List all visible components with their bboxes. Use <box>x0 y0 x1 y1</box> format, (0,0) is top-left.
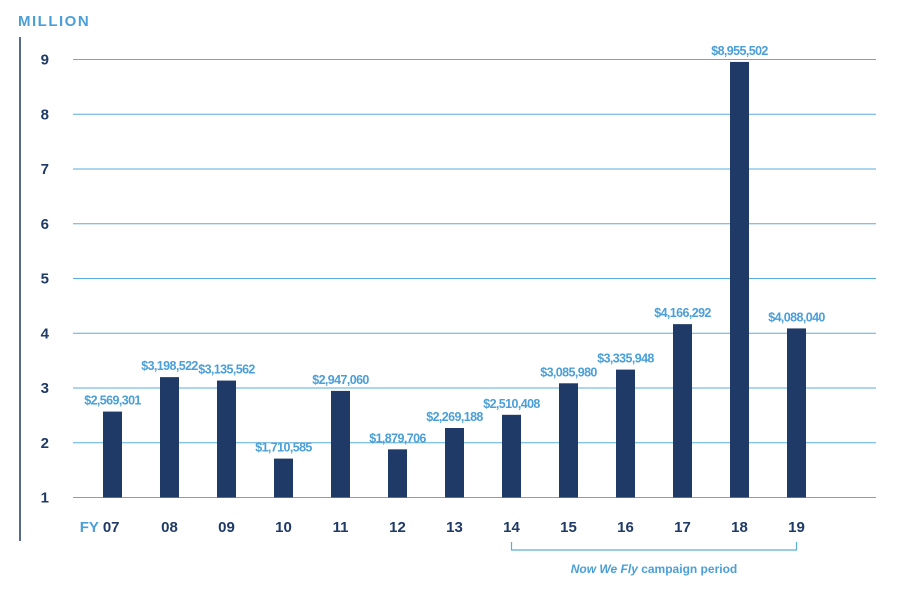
y-tick-label-6: 6 <box>41 216 49 233</box>
data-label-fy11: $2,947,060 <box>312 373 369 387</box>
bar-fy11 <box>331 390 350 498</box>
data-label-fy18: $8,955,502 <box>711 44 768 58</box>
bar-fy12 <box>388 449 407 498</box>
x-tick-label-09: 09 <box>218 519 235 536</box>
data-label-fy07: $2,569,301 <box>84 394 141 408</box>
y-tick-labels: 1 2 3 4 5 6 7 8 9 <box>41 52 50 507</box>
bar-fy08 <box>160 377 179 498</box>
x-tick-label-13: 13 <box>446 519 463 536</box>
bar-fy16 <box>616 369 635 498</box>
data-label-fy17: $4,166,292 <box>654 306 711 320</box>
x-tick-label-07: FY 07 <box>80 519 120 536</box>
campaign-bracket <box>510 542 798 551</box>
bar-fy09 <box>217 380 236 498</box>
y-tick-label-8: 8 <box>41 106 49 123</box>
x-tick-label-17: 17 <box>674 519 691 536</box>
x-tick-label-10: 10 <box>275 519 292 536</box>
x-tick-label-08: 08 <box>161 519 178 536</box>
data-label-fy16: $3,335,948 <box>597 352 654 366</box>
x-tick-label-16: 16 <box>617 519 634 536</box>
campaign-annotation: Now We Fly campaign period <box>510 542 798 576</box>
y-tick-label-5: 5 <box>41 271 49 288</box>
data-label-fy19: $4,088,040 <box>768 310 825 324</box>
bar-fy15 <box>559 383 578 498</box>
bar-fy14 <box>502 414 521 498</box>
campaign-label: Now We Fly campaign period <box>571 562 737 576</box>
data-label-fy13: $2,269,188 <box>426 410 483 424</box>
bar-fy13 <box>445 428 464 498</box>
bar-fy07 <box>103 411 122 498</box>
y-tick-label-3: 3 <box>41 380 49 397</box>
y-unit-label: MILLION <box>18 13 90 30</box>
data-label-fy14: $2,510,408 <box>483 397 540 411</box>
x-tick-label-14: 14 <box>503 519 520 536</box>
y-tick-label-4: 4 <box>41 325 50 342</box>
data-label-fy10: $1,710,585 <box>255 441 312 455</box>
bar-fy10 <box>274 458 293 498</box>
y-tick-label-2: 2 <box>41 435 49 452</box>
y-tick-label-9: 9 <box>41 52 49 69</box>
bar-fy19 <box>787 328 806 498</box>
data-label-fy08: $3,198,522 <box>141 359 198 373</box>
bar-fy18 <box>730 61 749 498</box>
x-tick-label-18: 18 <box>731 519 748 536</box>
bar-fy17 <box>673 324 692 498</box>
data-labels: $2,569,301 $3,198,522 $3,135,562 $1,710,585… <box>84 44 826 455</box>
x-tick-label-11: 11 <box>333 519 349 536</box>
data-label-fy09: $3,135,562 <box>198 363 255 377</box>
x-tick-labels: FY 07 08 09 10 11 12 13 14 15 16 17 18 19 <box>80 519 805 536</box>
y-tick-label-1: 1 <box>41 490 49 507</box>
data-label-fy12: $1,879,706 <box>369 431 426 445</box>
bars <box>103 61 806 498</box>
x-tick-label-15: 15 <box>560 519 577 536</box>
x-tick-label-12: 12 <box>389 519 406 536</box>
fy-prefix: FY <box>80 519 103 536</box>
y-tick-label-7: 7 <box>41 161 49 178</box>
data-label-fy15: $3,085,980 <box>540 365 597 379</box>
gridlines <box>73 59 876 498</box>
x-tick-label-19: 19 <box>788 519 805 536</box>
